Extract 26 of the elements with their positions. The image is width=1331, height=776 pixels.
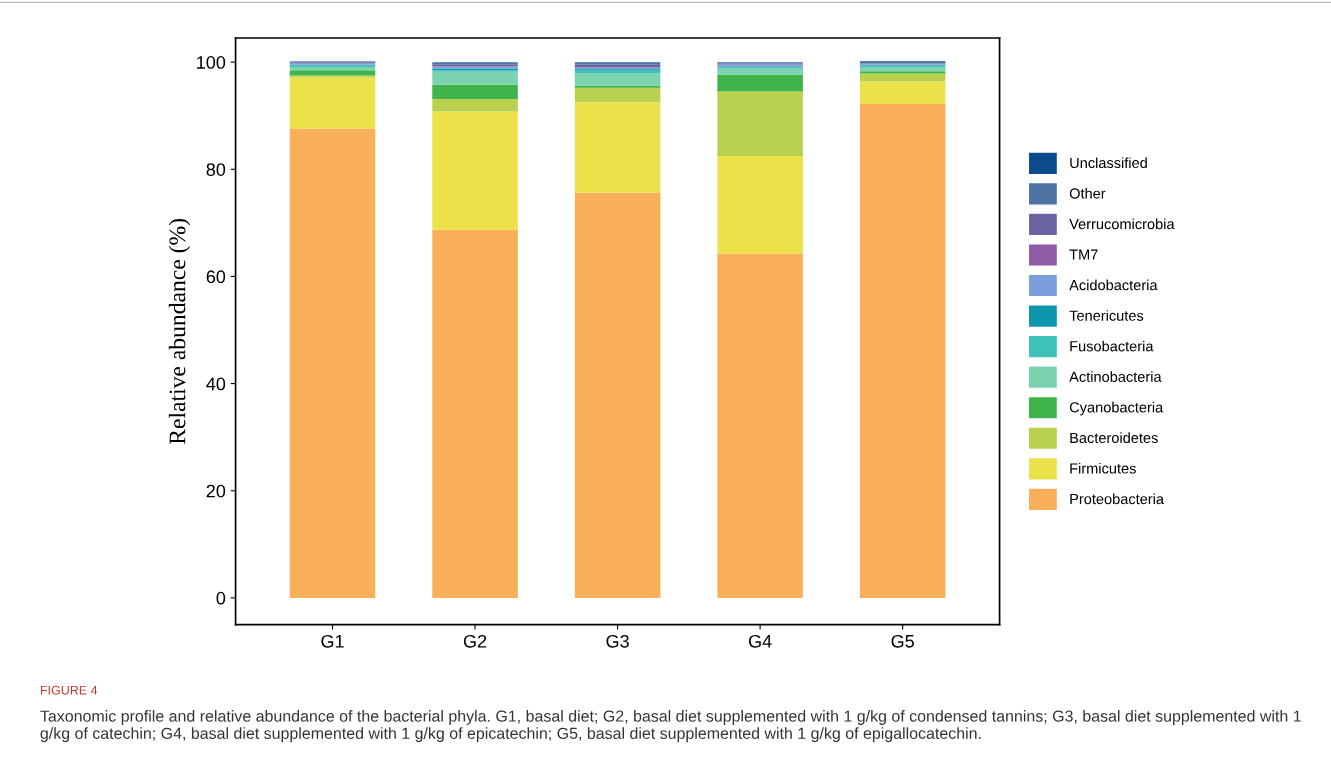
x-tick-label: G4 bbox=[748, 634, 772, 648]
text: Taxonomic profile and relative abundance of the bacterial phyla. G1, basal diet; G2, basal diet supplemented with 1 g/kg of condensed tannins; G3, basal diet supplemented with 1 g/kg of catechin; G4, basal diet supplemented with 1 g/kg of epicatechin; G5, basal diet supplemented with 1 g/kg of epigallocatechin. bbox=[40, 710, 1301, 743]
x-tick-label: G5 bbox=[891, 634, 914, 648]
y-axis-title: Relative abundance (%) bbox=[168, 218, 191, 445]
x-tick-label: G2 bbox=[463, 634, 487, 648]
legend-label: Actinobacteria bbox=[1069, 371, 1162, 382]
legend-label: Proteobacteria bbox=[1070, 493, 1165, 505]
legend-label: Cyanobacteria bbox=[1069, 401, 1164, 416]
y-tick-label: 40 bbox=[206, 377, 226, 391]
caption: FIGURE 4 bbox=[40, 685, 98, 695]
legend-label: TM7 bbox=[1069, 249, 1098, 260]
legend-label: Firmicutes bbox=[1070, 462, 1136, 474]
y-tick-label: 60 bbox=[206, 270, 226, 284]
y-tick-label: 20 bbox=[206, 484, 226, 498]
legend-label: Other bbox=[1069, 187, 1106, 199]
y-tick-label: 0 bbox=[216, 591, 226, 605]
legend-label: Bacteroidetes bbox=[1070, 432, 1158, 444]
x-tick-label: G3 bbox=[606, 634, 629, 648]
legend-label: Tenericutes bbox=[1069, 310, 1144, 321]
x-tick-label: G1 bbox=[321, 634, 344, 648]
y-tick-label: 100 bbox=[197, 56, 226, 69]
legend-label: Verrucomicrobia bbox=[1069, 218, 1175, 230]
legend-label: Fusobacteria bbox=[1070, 340, 1154, 352]
legend-label: Unclassified bbox=[1070, 157, 1147, 169]
y-tick-label: 80 bbox=[206, 163, 226, 177]
legend-label: Acidobacteria bbox=[1069, 279, 1158, 291]
